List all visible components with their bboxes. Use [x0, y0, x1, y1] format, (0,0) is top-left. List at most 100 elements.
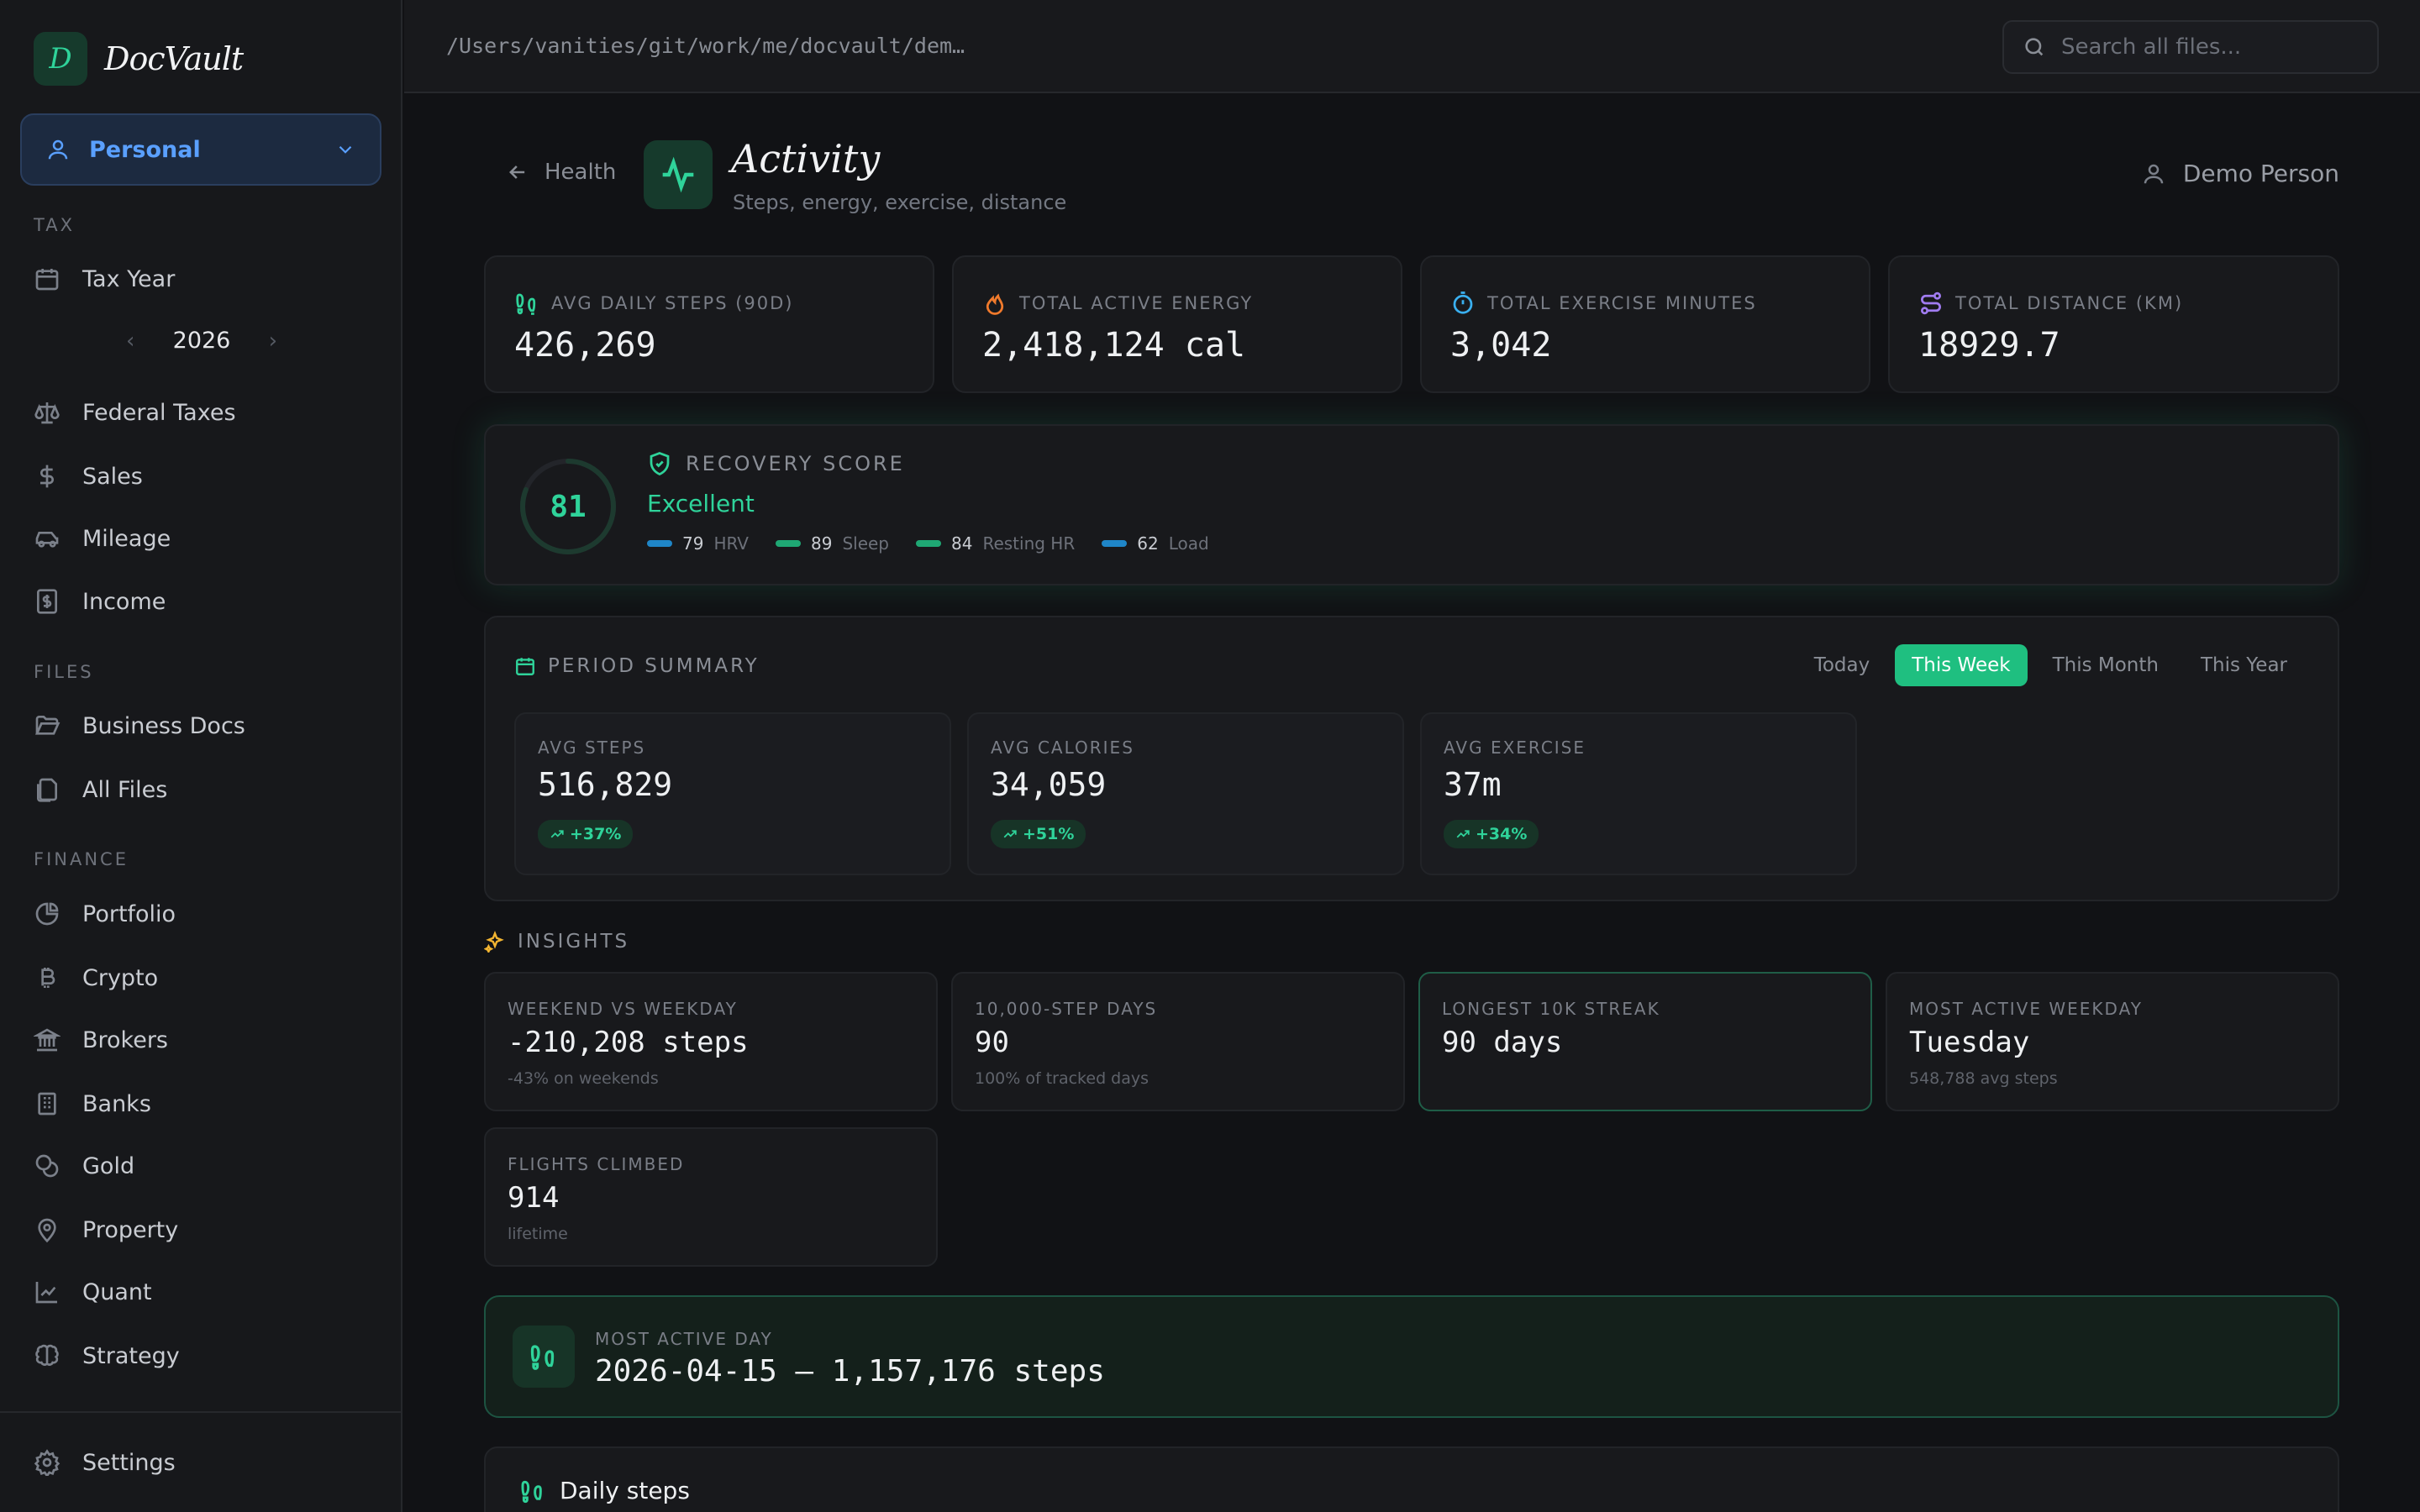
metric-value: 84	[951, 533, 973, 554]
tab-this-week[interactable]: This Week	[1895, 644, 2028, 686]
trending-up-icon	[550, 830, 564, 838]
insight-label: MOST ACTIVE WEEKDAY	[1909, 999, 2143, 1019]
recovery-metric-load: 62 Load	[1102, 533, 1209, 554]
app-logo: D	[34, 32, 87, 86]
recovery-score: 81	[550, 489, 587, 524]
brain-icon	[35, 1344, 59, 1366]
gear-icon	[34, 1449, 60, 1476]
sidebar-item-label: Mileage	[82, 525, 171, 552]
sidebar-item-label: Portfolio	[82, 900, 176, 927]
sidebar-item-label: Brokers	[82, 1026, 169, 1053]
sidebar-item-label: Income	[82, 588, 166, 615]
recovery-metrics: 79 HRV 89 Sleep 84 Resting HR 62 Load	[647, 533, 1209, 554]
sidebar-item-business-docs[interactable]: Business Docs	[34, 702, 245, 749]
metric-value: 79	[682, 533, 704, 554]
change-badge: +37%	[538, 820, 634, 848]
stat-card-steps: AVG DAILY STEPS (90D) 426,269	[484, 255, 934, 393]
metric-label: HRV	[713, 533, 749, 554]
year-picker: ‹ 2026 ›	[126, 328, 277, 354]
daily-steps-title-text: Daily steps	[560, 1477, 690, 1504]
sidebar-item-portfolio[interactable]: Portfolio	[34, 890, 176, 937]
most-active-day-card: MOST ACTIVE DAY 2026-04-15 — 1,157,176 s…	[484, 1295, 2339, 1418]
section-label-finance: FINANCE	[34, 849, 129, 869]
insight-label: WEEKEND VS WEEKDAY	[508, 999, 738, 1019]
sidebar-item-sales[interactable]: Sales	[34, 453, 143, 500]
sidebar-item-tax-year[interactable]: Tax Year	[34, 255, 175, 302]
page-subtitle: Steps, energy, exercise, distance	[733, 191, 1067, 214]
insight-label: LONGEST 10K STREAK	[1442, 999, 1660, 1019]
tab-today[interactable]: Today	[1813, 654, 1870, 676]
insights-title: INSIGHTS	[484, 931, 629, 953]
user-name: Demo Person	[2182, 160, 2339, 187]
metric-bar	[916, 540, 941, 547]
page-title: Activity	[731, 136, 881, 181]
sidebar-item-quant[interactable]: Quant	[34, 1268, 152, 1315]
coins-icon	[35, 1154, 59, 1178]
daily-steps-card: Daily steps	[484, 1446, 2339, 1512]
stat-value: 426,269	[514, 326, 656, 365]
sidebar-item-strategy[interactable]: Strategy	[34, 1332, 180, 1379]
arrow-left-icon	[509, 165, 525, 179]
timer-icon	[1453, 291, 1473, 314]
flame-icon	[986, 293, 1004, 315]
insight-value: 914	[508, 1181, 560, 1215]
tab-this-year[interactable]: This Year	[2200, 654, 2287, 676]
receipt-icon	[37, 589, 57, 614]
tab-this-month[interactable]: This Month	[2052, 654, 2159, 676]
stat-label-text: TOTAL DISTANCE (KM)	[1955, 293, 2184, 313]
sidebar-item-label: Crypto	[82, 964, 159, 991]
stat-value: 2,418,124 cal	[982, 326, 1246, 365]
sidebar-item-property[interactable]: Property	[34, 1206, 178, 1253]
chevron-left-icon[interactable]: ‹	[126, 328, 135, 354]
user-menu[interactable]: Demo Person	[2141, 160, 2339, 187]
stat-card-exercise: TOTAL EXERCISE MINUTES 3,042	[1420, 255, 1870, 393]
workspace-switcher[interactable]: Personal	[20, 113, 381, 186]
sidebar-item-label: Business Docs	[82, 712, 245, 739]
metric-value: 89	[810, 533, 833, 554]
footprints-icon	[521, 1480, 542, 1503]
insight-flights-climbed: FLIGHTS CLIMBED 914 lifetime	[484, 1127, 938, 1267]
sidebar-item-crypto[interactable]: Crypto	[34, 954, 158, 1001]
bitcoin-icon	[41, 968, 55, 988]
stat-card-energy: TOTAL ACTIVE ENERGY 2,418,124 cal	[952, 255, 1402, 393]
recovery-metric-hrv: 79 HRV	[647, 533, 749, 554]
daily-steps-title: Daily steps	[519, 1477, 690, 1504]
footprints-icon	[516, 293, 536, 315]
sidebar-item-label: Settings	[82, 1449, 176, 1476]
folder-open-icon	[34, 716, 60, 735]
brand[interactable]: D DocVault	[34, 32, 244, 86]
insight-sub: lifetime	[508, 1225, 568, 1243]
sidebar-item-label: Quant	[82, 1278, 152, 1305]
insight-sub: 548,788 avg steps	[1909, 1069, 2058, 1088]
stat-label: TOTAL DISTANCE (KM)	[1918, 291, 2183, 316]
search-input[interactable]: Search all files...	[2002, 20, 2379, 74]
search-icon	[2025, 38, 2044, 56]
sidebar-item-mileage[interactable]: Mileage	[34, 515, 171, 562]
sidebar-item-banks[interactable]: Banks	[34, 1080, 151, 1127]
chevron-right-icon[interactable]: ›	[268, 328, 277, 354]
sidebar-item-label: Banks	[82, 1090, 151, 1117]
search-placeholder: Search all files...	[2061, 34, 2242, 60]
chevron-down-icon	[339, 145, 352, 154]
sidebar-item-all-files[interactable]: All Files	[34, 766, 167, 813]
sidebar-item-federal-taxes[interactable]: Federal Taxes	[34, 389, 236, 436]
landmark-icon	[34, 1028, 60, 1052]
stat-label: TOTAL EXERCISE MINUTES	[1450, 291, 1757, 316]
stat-card-distance: TOTAL DISTANCE (KM) 18929.7	[1888, 255, 2339, 393]
insight-sub: 100% of tracked days	[975, 1069, 1150, 1088]
sidebar-item-gold[interactable]: Gold	[34, 1142, 134, 1189]
insight-most-active-weekday: MOST ACTIVE WEEKDAY Tuesday 548,788 avg …	[1886, 972, 2339, 1111]
metric-value: 62	[1137, 533, 1159, 554]
summary-value: 37m	[1444, 766, 1502, 803]
back-link[interactable]: Health	[506, 160, 616, 185]
year-value: 2026	[172, 328, 231, 354]
insight-value: -210,208 steps	[508, 1026, 749, 1059]
summary-value: 34,059	[991, 766, 1107, 803]
trending-up-icon	[1456, 830, 1470, 838]
sidebar-item-settings[interactable]: Settings	[34, 1439, 176, 1486]
stat-label-text: TOTAL EXERCISE MINUTES	[1487, 293, 1757, 313]
sidebar-item-brokers[interactable]: Brokers	[34, 1016, 168, 1063]
change-badge: +51%	[991, 820, 1086, 848]
stat-label-text: TOTAL ACTIVE ENERGY	[1019, 293, 1254, 313]
sidebar-item-income[interactable]: Income	[34, 578, 166, 625]
